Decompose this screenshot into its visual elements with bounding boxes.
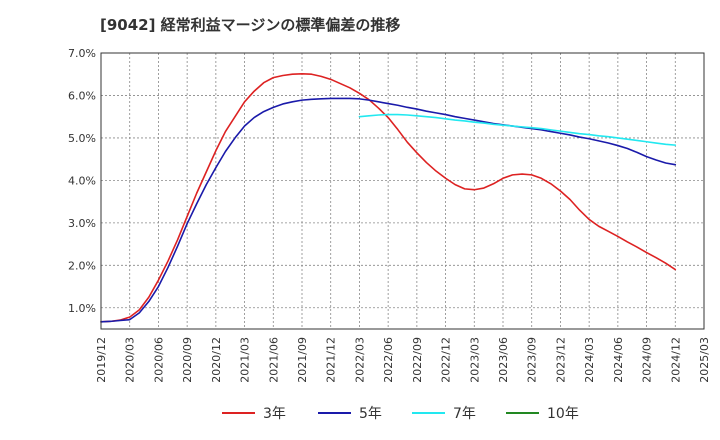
x-tick-label: 2022/12 — [440, 337, 453, 383]
series-layer — [100, 73, 677, 323]
legend-label: 10年 — [547, 406, 579, 422]
plot-border — [100, 52, 705, 330]
legend-label: 3年 — [263, 406, 286, 422]
x-tick-label: 2023/06 — [497, 337, 510, 383]
y-tick-layer: 1.0% 2.0% 3.0% 4.0% 5.0% 6.0% 7.0% — [68, 47, 96, 315]
x-tick-label: 2020/03 — [124, 337, 137, 383]
x-tick-label: 2024/06 — [612, 337, 625, 383]
x-tick-layer: 2019/12 2020/03 2020/06 2020/09 2020/12 2021/… — [95, 337, 711, 383]
y-tick-label: 3.0% — [68, 217, 96, 230]
chart-title: [9042] 経常利益マージンの標準偏差の推移 — [100, 16, 400, 34]
x-tick-label: 2021/06 — [267, 337, 280, 383]
legend: 3年 5年 7年 10年 — [222, 406, 579, 422]
x-tick-label: 2024/12 — [669, 337, 682, 383]
x-tick-label: 2022/03 — [353, 337, 366, 383]
y-tick-label: 2.0% — [68, 259, 96, 272]
y-tick-label: 7.0% — [68, 47, 96, 60]
series-line — [100, 97, 677, 323]
legend-label: 7年 — [453, 406, 476, 422]
plot-area — [101, 53, 704, 329]
y-tick-label: 5.0% — [68, 132, 96, 145]
x-tick-label: 2020/06 — [152, 337, 165, 383]
y-tick-label: 4.0% — [68, 174, 96, 187]
x-tick-label: 2023/09 — [526, 337, 539, 383]
series-line — [358, 113, 677, 146]
x-tick-label: 2024/09 — [641, 337, 654, 383]
y-tick-label: 1.0% — [68, 302, 96, 315]
series-line — [100, 73, 677, 323]
x-tick-label: 2019/12 — [95, 337, 108, 383]
x-tick-label: 2020/12 — [210, 337, 223, 383]
x-tick-label: 2022/06 — [382, 337, 395, 383]
x-tick-label: 2020/09 — [181, 337, 194, 383]
x-tick-label: 2021/03 — [239, 337, 252, 383]
x-tick-label: 2024/03 — [583, 337, 596, 383]
x-tick-label: 2021/12 — [325, 337, 338, 383]
x-tick-label: 2023/03 — [468, 337, 481, 383]
x-tick-label: 2021/09 — [296, 337, 309, 383]
x-tick-label: 2023/12 — [554, 337, 567, 383]
x-tick-label: 2022/09 — [411, 337, 424, 383]
x-tick-label: 2025/03 — [698, 337, 711, 383]
legend-label: 5年 — [359, 406, 382, 422]
y-tick-label: 6.0% — [68, 89, 96, 102]
